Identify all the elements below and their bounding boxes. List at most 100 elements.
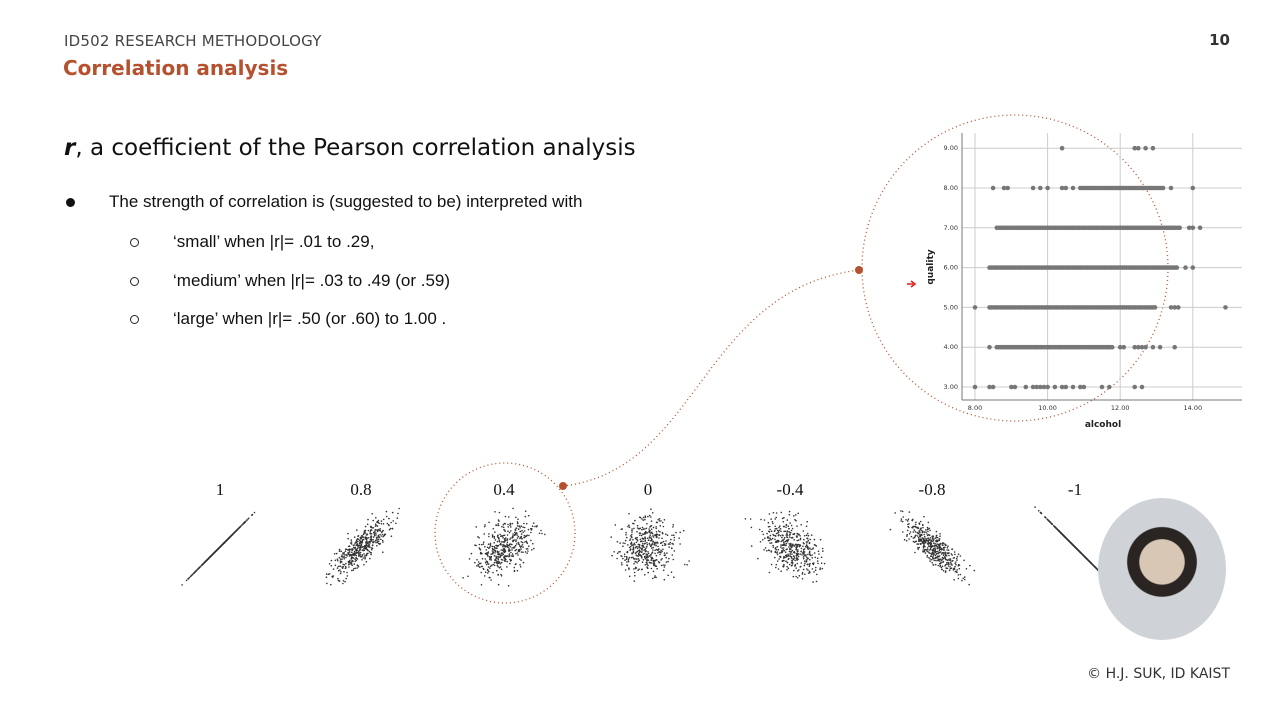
scatter-point [640,534,643,537]
scatter-point [340,550,343,552]
scatter-point [911,519,914,522]
scatter-point [644,515,647,517]
scatter-point [492,528,495,530]
scatter-point [486,568,489,571]
scatter-point [490,555,493,558]
scatter-point [370,532,373,535]
scatter-point [370,536,372,538]
scatter-point [357,550,360,553]
scatter-point [800,565,802,568]
scatter-point [932,556,934,559]
scatter-point [790,529,793,532]
scatter-point [342,565,345,568]
scatter-point [654,533,656,536]
scatter-point [367,537,370,539]
inset-chart: 8.00 10.00 12.00 14.003.004.005.006.007.008… [907,133,1242,430]
scatter-point [382,551,384,553]
scatter-point [945,544,947,546]
scatter-point [210,555,212,557]
scatter-point [357,535,360,537]
scatter-point [372,541,374,543]
scatter-point [657,549,659,551]
scatter-point [368,544,371,546]
scatter-point [816,557,819,560]
scatter-point [628,546,631,549]
scatter-point [517,528,520,530]
scatter-point [497,565,499,568]
scatter-point [373,533,376,536]
scatter-point [374,528,377,531]
scatter-point [510,530,512,532]
scatter-point [801,571,804,574]
scatter-point [927,533,930,536]
scatter-point [513,566,516,569]
scatter-point [634,547,637,549]
scatter-point [352,557,355,559]
scatter-point [933,538,935,540]
scatter-point [939,564,942,567]
scatter-point [929,542,931,545]
scatter-point [817,550,820,552]
scatter-point [367,529,370,532]
scatter-point [507,523,509,526]
data-point [1223,305,1228,310]
scatter-point [488,570,490,573]
scatter-point [493,535,496,538]
scatter-point [812,581,814,583]
scatter-point [663,519,666,521]
scatter-point [379,542,382,545]
scatter-point [807,540,810,542]
data-point [1038,384,1043,390]
data-point [1197,225,1203,231]
scatter-point [486,572,489,574]
scatter-point [808,570,811,573]
data-point [1059,145,1065,151]
scatter-point [944,558,947,561]
scatter-point [973,569,976,572]
scatter-point [353,563,356,565]
scatter-point [347,562,350,564]
scatter-point [931,561,933,564]
scatter-point [348,551,351,553]
scatter-point [215,550,217,552]
scatter-point [620,562,623,564]
scatter-point [782,544,784,546]
scatter-point [520,545,523,547]
scatter-point [788,557,790,560]
scatter-point [614,524,617,526]
scatter-point [1075,547,1077,549]
scatter-point [187,578,189,580]
scatter-point [486,555,489,557]
scatter-point [951,564,953,566]
scatter-point [221,544,223,546]
scatter-point [247,518,249,520]
scatter-point [515,543,518,545]
scatter-point [638,546,641,549]
scatter-point [813,571,815,573]
scatter-point [497,534,499,537]
scatter-point [648,561,651,564]
scatter-point [339,572,342,575]
scatter-point [785,544,787,547]
scatter-point [637,569,639,571]
scatter-point [788,527,790,530]
scatter-point [671,547,673,549]
scatter-point [373,535,376,537]
scatter-point [1034,506,1036,508]
scatter-point [491,547,494,550]
scatter-point [785,554,787,557]
scatter-point [628,524,630,526]
scatter-point [343,552,345,554]
scatter-point [921,529,923,532]
scatter-point [964,576,966,578]
scatter-point [636,562,638,564]
scatter-point [643,546,645,549]
scatter-point [935,550,937,553]
scatter-point [506,544,509,547]
scatter-point [518,543,520,546]
data-point [1030,384,1036,390]
scatter-point [525,540,528,542]
scatter-point [658,520,661,522]
scatter-point [922,526,924,529]
scatter-point [798,533,800,536]
